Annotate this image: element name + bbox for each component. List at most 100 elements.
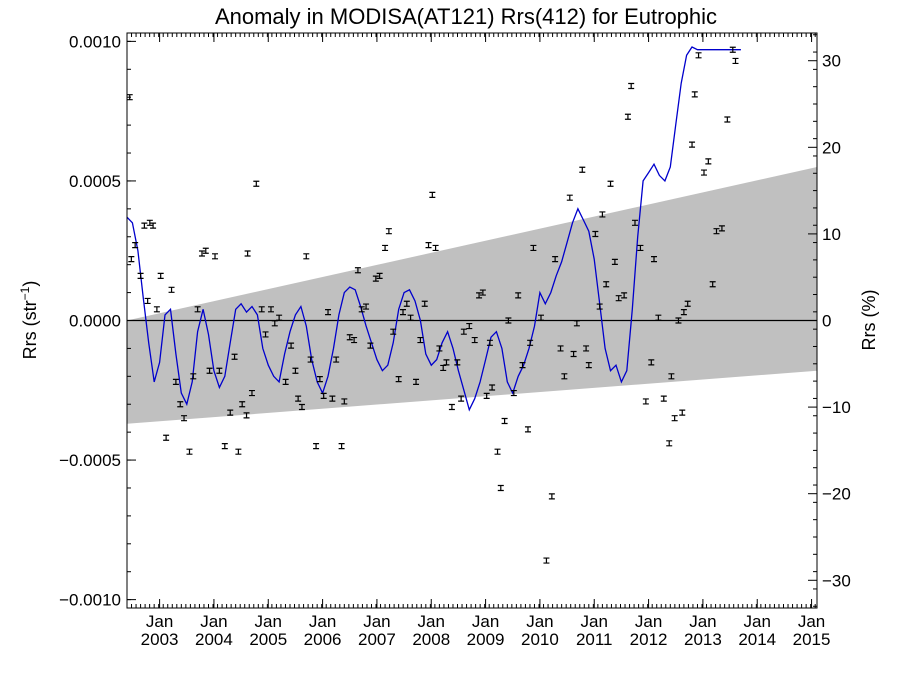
data-point: [395, 376, 402, 383]
x-tick-year: 2009: [467, 630, 505, 649]
data-point: [592, 230, 599, 238]
data-point: [552, 255, 559, 263]
data-point: [648, 359, 655, 366]
y-tick-right-label: 20: [822, 138, 841, 157]
data-point: [483, 392, 490, 399]
data-point: [212, 253, 219, 260]
data-point: [313, 443, 320, 450]
data-point: [421, 300, 428, 307]
x-tick-month: Jan: [798, 612, 825, 631]
y-axis-left-title: Rrs (str−1): [18, 281, 40, 360]
data-point: [329, 395, 336, 402]
data-point: [372, 275, 379, 282]
x-tick-year: 2013: [684, 630, 722, 649]
x-tick-year: 2010: [521, 630, 559, 649]
y-axis-right-title: Rrs (%): [859, 290, 879, 351]
data-point: [354, 267, 361, 274]
data-point: [505, 317, 512, 324]
x-tick-month: Jan: [526, 612, 553, 631]
data-point: [729, 46, 736, 53]
data-point: [599, 211, 606, 218]
data-point: [346, 334, 353, 341]
data-point: [231, 353, 238, 360]
data-point: [163, 434, 170, 441]
data-point: [216, 367, 223, 374]
data-point: [325, 309, 332, 316]
y-axis-left-title-superscript: −1: [18, 286, 32, 300]
data-point: [253, 180, 260, 187]
data-point: [476, 292, 483, 299]
data-point: [713, 228, 720, 235]
data-point: [190, 373, 197, 380]
x-tick-month: Jan: [146, 612, 173, 631]
data-point: [642, 398, 649, 405]
data-point: [454, 359, 461, 366]
data-point: [376, 272, 383, 279]
y-tick-left-label: −0.0010: [59, 591, 121, 610]
data-point: [573, 320, 580, 327]
axes: Jan2003Jan2004Jan2005Jan2006Jan2007Jan20…: [59, 32, 851, 649]
x-tick-month: Jan: [418, 612, 445, 631]
data-point: [615, 295, 622, 302]
x-tick-year: 2011: [576, 630, 613, 649]
x-tick-month: Jan: [635, 612, 662, 631]
x-tick-month: Jan: [255, 612, 282, 631]
data-point: [666, 440, 673, 447]
data-point: [524, 426, 531, 433]
data-point: [351, 336, 358, 344]
data-point: [637, 244, 644, 252]
data-point: [611, 258, 618, 265]
data-point: [668, 373, 675, 380]
data-point: [194, 306, 201, 313]
data-point: [519, 362, 526, 369]
data-point: [466, 322, 473, 330]
x-tick-month: Jan: [472, 612, 499, 631]
data-point: [307, 356, 314, 363]
data-point: [538, 314, 544, 321]
data-point: [320, 392, 327, 399]
data-point: [198, 250, 205, 257]
data-point: [128, 255, 135, 263]
data-point: [243, 412, 250, 419]
data-point: [527, 339, 534, 346]
data-point: [689, 141, 696, 148]
data-point: [168, 286, 175, 293]
data-point: [471, 336, 478, 344]
data-point: [177, 401, 184, 408]
data-point: [267, 306, 274, 313]
data-point: [358, 306, 365, 313]
data-point: [276, 314, 283, 321]
y-tick-left-label: −0.0005: [59, 451, 121, 470]
x-tick-month: Jan: [200, 612, 227, 631]
x-tick-month: Jan: [689, 612, 716, 631]
data-point: [141, 222, 148, 229]
y-tick-right-label: −20: [822, 485, 851, 504]
x-tick-year: 2007: [358, 630, 396, 649]
data-point: [443, 359, 450, 366]
y-tick-left-label: 0.0005: [69, 172, 121, 191]
data-point: [181, 415, 188, 422]
data-point: [724, 116, 731, 123]
x-tick-year: 2005: [249, 630, 287, 649]
data-point: [530, 244, 537, 252]
data-point: [489, 384, 496, 391]
y-tick-left-label: 0.0000: [69, 312, 121, 331]
data-point: [258, 306, 265, 313]
data-point: [566, 194, 573, 201]
data-point: [624, 113, 631, 120]
data-point: [186, 448, 193, 455]
data-point: [363, 303, 370, 310]
y-tick-right-label: −30: [822, 571, 851, 590]
data-point: [172, 378, 179, 386]
data-point: [413, 378, 420, 386]
data-point: [333, 356, 340, 363]
data-point: [579, 166, 586, 173]
data-point: [479, 289, 486, 296]
data-point: [303, 253, 310, 260]
chart-title: Anomaly in MODISA(AT121) Rrs(412) for Eu…: [215, 4, 717, 29]
data-point: [680, 309, 687, 316]
data-point: [132, 242, 139, 249]
data-point: [679, 409, 686, 416]
data-point: [561, 373, 568, 380]
data-point: [436, 345, 443, 352]
